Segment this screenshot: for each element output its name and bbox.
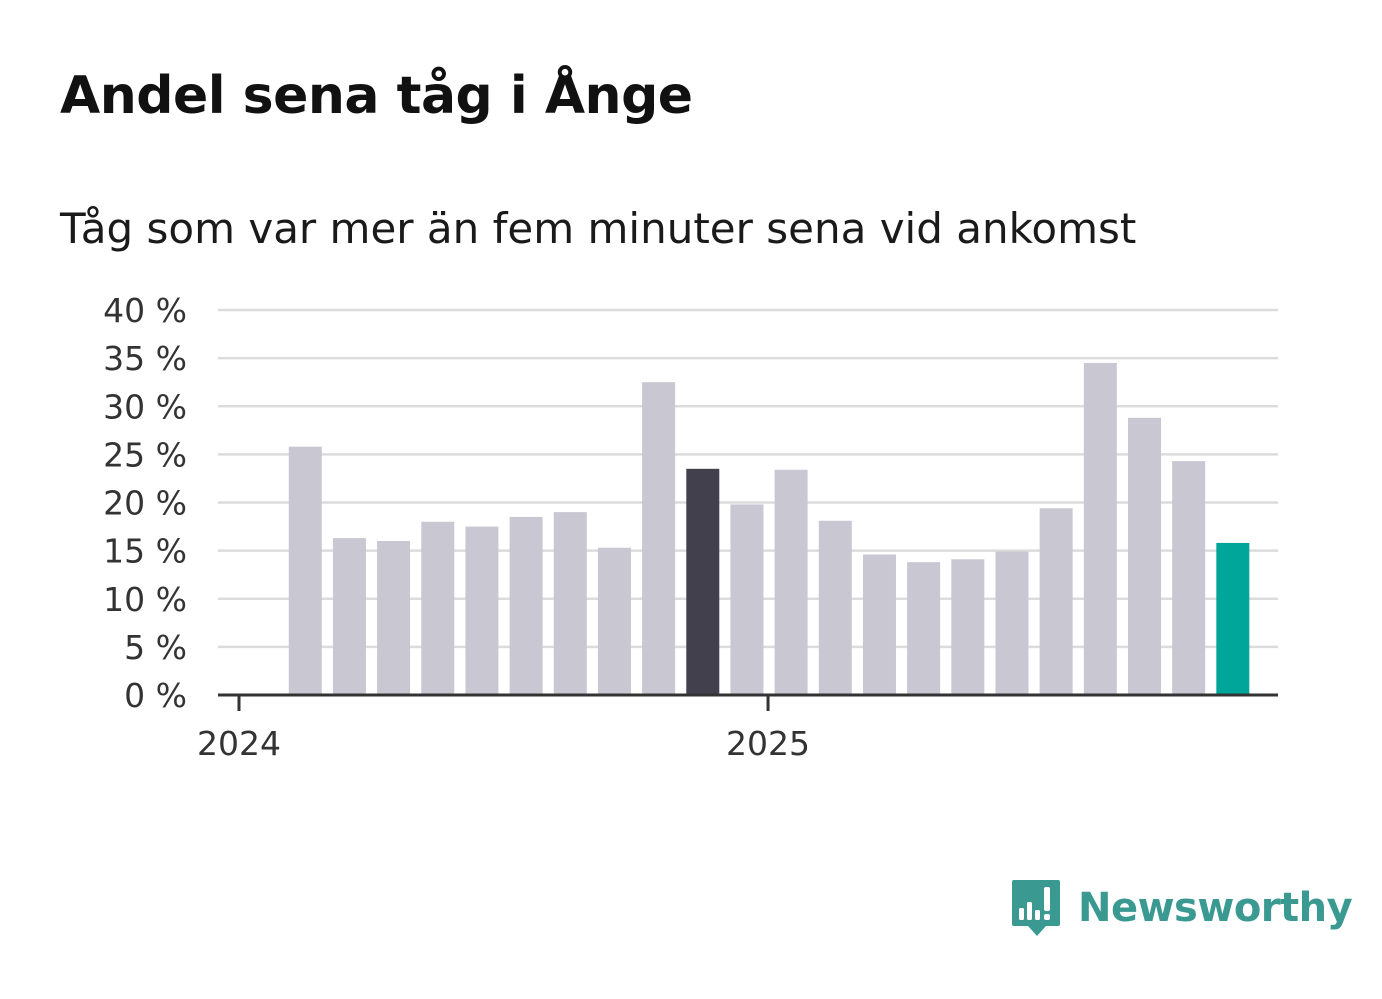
bar <box>597 547 631 695</box>
bar <box>1039 508 1073 695</box>
bar <box>642 382 676 695</box>
chart-subtitle: Tåg som var mer än fem minuter sena vid … <box>60 204 1137 253</box>
bar <box>421 521 455 695</box>
bar <box>1127 417 1161 695</box>
bar <box>332 538 366 695</box>
bar-highlighted <box>686 468 720 695</box>
bar <box>818 520 852 695</box>
bar <box>907 562 941 695</box>
bar-latest <box>1216 542 1250 695</box>
y-tick-label: 5 % <box>124 628 187 667</box>
bar <box>509 516 543 695</box>
y-tick-label: 10 % <box>103 580 187 619</box>
y-tick-label: 20 % <box>103 484 187 523</box>
bar <box>553 512 587 695</box>
bar <box>730 504 764 695</box>
bars <box>288 362 1250 695</box>
bar <box>1083 362 1117 695</box>
bar <box>288 446 322 695</box>
bar-chart-speech-bubble-icon <box>1012 880 1060 936</box>
y-axis-labels: 0 % 5 % 10 % 15 % 20 % 25 % 30 % 35 % 40 % <box>103 291 187 715</box>
x-tick-label: 2025 <box>726 724 810 763</box>
y-tick-label: 40 % <box>103 291 187 330</box>
y-tick-label: 25 % <box>103 435 187 474</box>
bar <box>774 469 808 695</box>
brand-name: Newsworthy <box>1078 885 1353 931</box>
bar <box>862 554 896 695</box>
brand-logo: Newsworthy <box>1010 878 1353 938</box>
x-axis: 2024 2025 <box>197 693 1278 763</box>
y-tick-label: 0 % <box>124 676 187 715</box>
bar <box>377 541 411 695</box>
bar <box>995 551 1029 695</box>
bar <box>465 526 499 695</box>
x-tick-label: 2024 <box>197 724 281 763</box>
y-tick-label: 35 % <box>103 339 187 378</box>
chart-title: Andel sena tåg i Ånge <box>60 66 693 126</box>
bar <box>951 559 985 695</box>
y-tick-label: 15 % <box>103 532 187 571</box>
y-tick-label: 30 % <box>103 387 187 426</box>
bar <box>1172 461 1206 695</box>
